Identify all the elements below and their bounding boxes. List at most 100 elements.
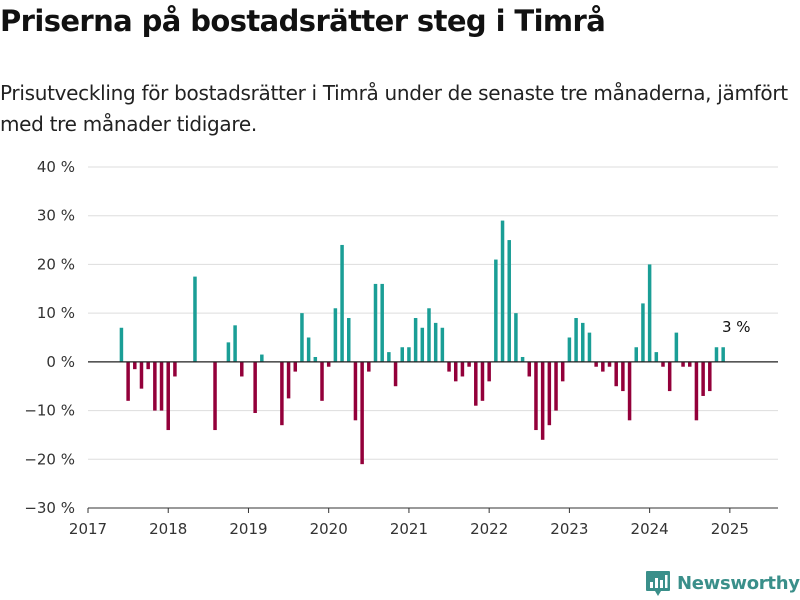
bar: [119, 327, 124, 362]
bar: [313, 356, 318, 362]
bar: [701, 361, 705, 396]
bar: [387, 352, 391, 362]
bar: [447, 361, 451, 372]
x-tick-label: 2018: [149, 520, 187, 538]
bar: [253, 361, 257, 414]
bar: [413, 318, 418, 362]
bar: [514, 313, 518, 362]
annotation-label: 3 %: [722, 318, 751, 336]
bar: [380, 283, 384, 362]
bar: [173, 361, 177, 377]
bar: [474, 361, 478, 406]
y-axis-ticks: −30 % −20 % −10 % 0 % 10 % 20 % 30 % 40 %: [24, 158, 75, 517]
bar: [360, 361, 364, 465]
chart-title: Priserna på bostadsrätter steg i Timrå: [0, 4, 606, 38]
bar: [126, 361, 130, 401]
y-tick-label: −10 %: [24, 402, 75, 420]
x-tick-label: 2021: [390, 520, 428, 538]
bar: [166, 361, 170, 431]
bar: [494, 259, 498, 362]
x-tick-label: 2017: [69, 520, 107, 538]
bar: [159, 361, 164, 411]
x-axis: 2017 2018 2019 2020 2021 2022 2023 2024 2025: [69, 361, 778, 538]
bar: [460, 361, 465, 377]
y-tick-label: −30 %: [24, 499, 75, 517]
bar: [507, 240, 511, 362]
brand-logo: Newsworthy: [645, 568, 800, 598]
bar: [627, 361, 632, 421]
bar: [139, 361, 144, 389]
bar: [326, 361, 331, 367]
y-tick-label: 10 %: [37, 304, 75, 322]
bar: [708, 361, 712, 392]
bar: [527, 361, 532, 377]
bar: [654, 352, 659, 362]
bar: [607, 361, 612, 367]
bar: [554, 361, 558, 411]
bar: [681, 361, 685, 367]
bar: [594, 361, 598, 367]
bar: [226, 342, 231, 362]
bar: [694, 361, 699, 421]
bar: [714, 347, 719, 362]
x-tick-label: 2020: [310, 520, 348, 538]
bar: [407, 347, 411, 362]
bar: [400, 347, 404, 362]
gridlines: [88, 166, 778, 509]
bar: [601, 361, 605, 372]
bar: [467, 361, 471, 367]
bar: [534, 361, 538, 431]
bar: [293, 361, 298, 372]
bar: [433, 322, 438, 362]
bar: [340, 244, 344, 362]
bar: [721, 347, 725, 362]
bar: [306, 337, 311, 362]
annotations: 3 %: [722, 318, 751, 336]
bar: [393, 361, 398, 387]
bar: [280, 361, 284, 426]
bar: [661, 361, 665, 367]
bar: [641, 303, 645, 362]
x-tick-label: 2022: [470, 520, 508, 538]
chart-subtitle: Prisutveckling för bostadsrätter i Timrå…: [0, 81, 788, 136]
x-tick-label: 2019: [229, 520, 267, 538]
bar: [153, 361, 157, 411]
y-tick-label: 40 %: [37, 158, 75, 176]
bar: [347, 318, 351, 362]
bar: [373, 283, 378, 362]
bar: [213, 361, 217, 431]
bar: [500, 220, 505, 362]
bar: [567, 337, 572, 362]
bar: [300, 313, 304, 362]
bar: [353, 361, 358, 421]
brand-name: Newsworthy: [677, 572, 800, 594]
bar: [367, 361, 371, 372]
bar: [647, 264, 652, 362]
bar: [621, 361, 625, 392]
bar: [440, 327, 445, 362]
bar: [480, 361, 485, 401]
bar: [547, 361, 552, 426]
bar: [420, 327, 425, 362]
bar: [240, 361, 244, 377]
bar: [133, 361, 137, 370]
x-tick-label: 2023: [550, 520, 588, 538]
bar: [614, 361, 618, 387]
x-tick-label: 2024: [631, 520, 669, 538]
bar: [320, 361, 324, 401]
y-tick-label: 30 %: [37, 207, 75, 225]
bar: [674, 332, 679, 362]
y-tick-label: −20 %: [24, 450, 75, 468]
bar: [581, 322, 585, 362]
bar: [520, 356, 525, 362]
y-tick-label: 0 %: [46, 353, 75, 371]
bar: [260, 354, 264, 362]
bars: [119, 220, 725, 465]
bar: [286, 361, 291, 399]
bar: [453, 361, 458, 382]
bar-chart: −30 %−20 %−10 %0 %10 %20 %30 %40 % 2017 2…: [24, 158, 778, 538]
bar: [634, 347, 639, 362]
bar: [487, 361, 491, 382]
bar: [333, 308, 338, 362]
bar: [687, 361, 692, 367]
